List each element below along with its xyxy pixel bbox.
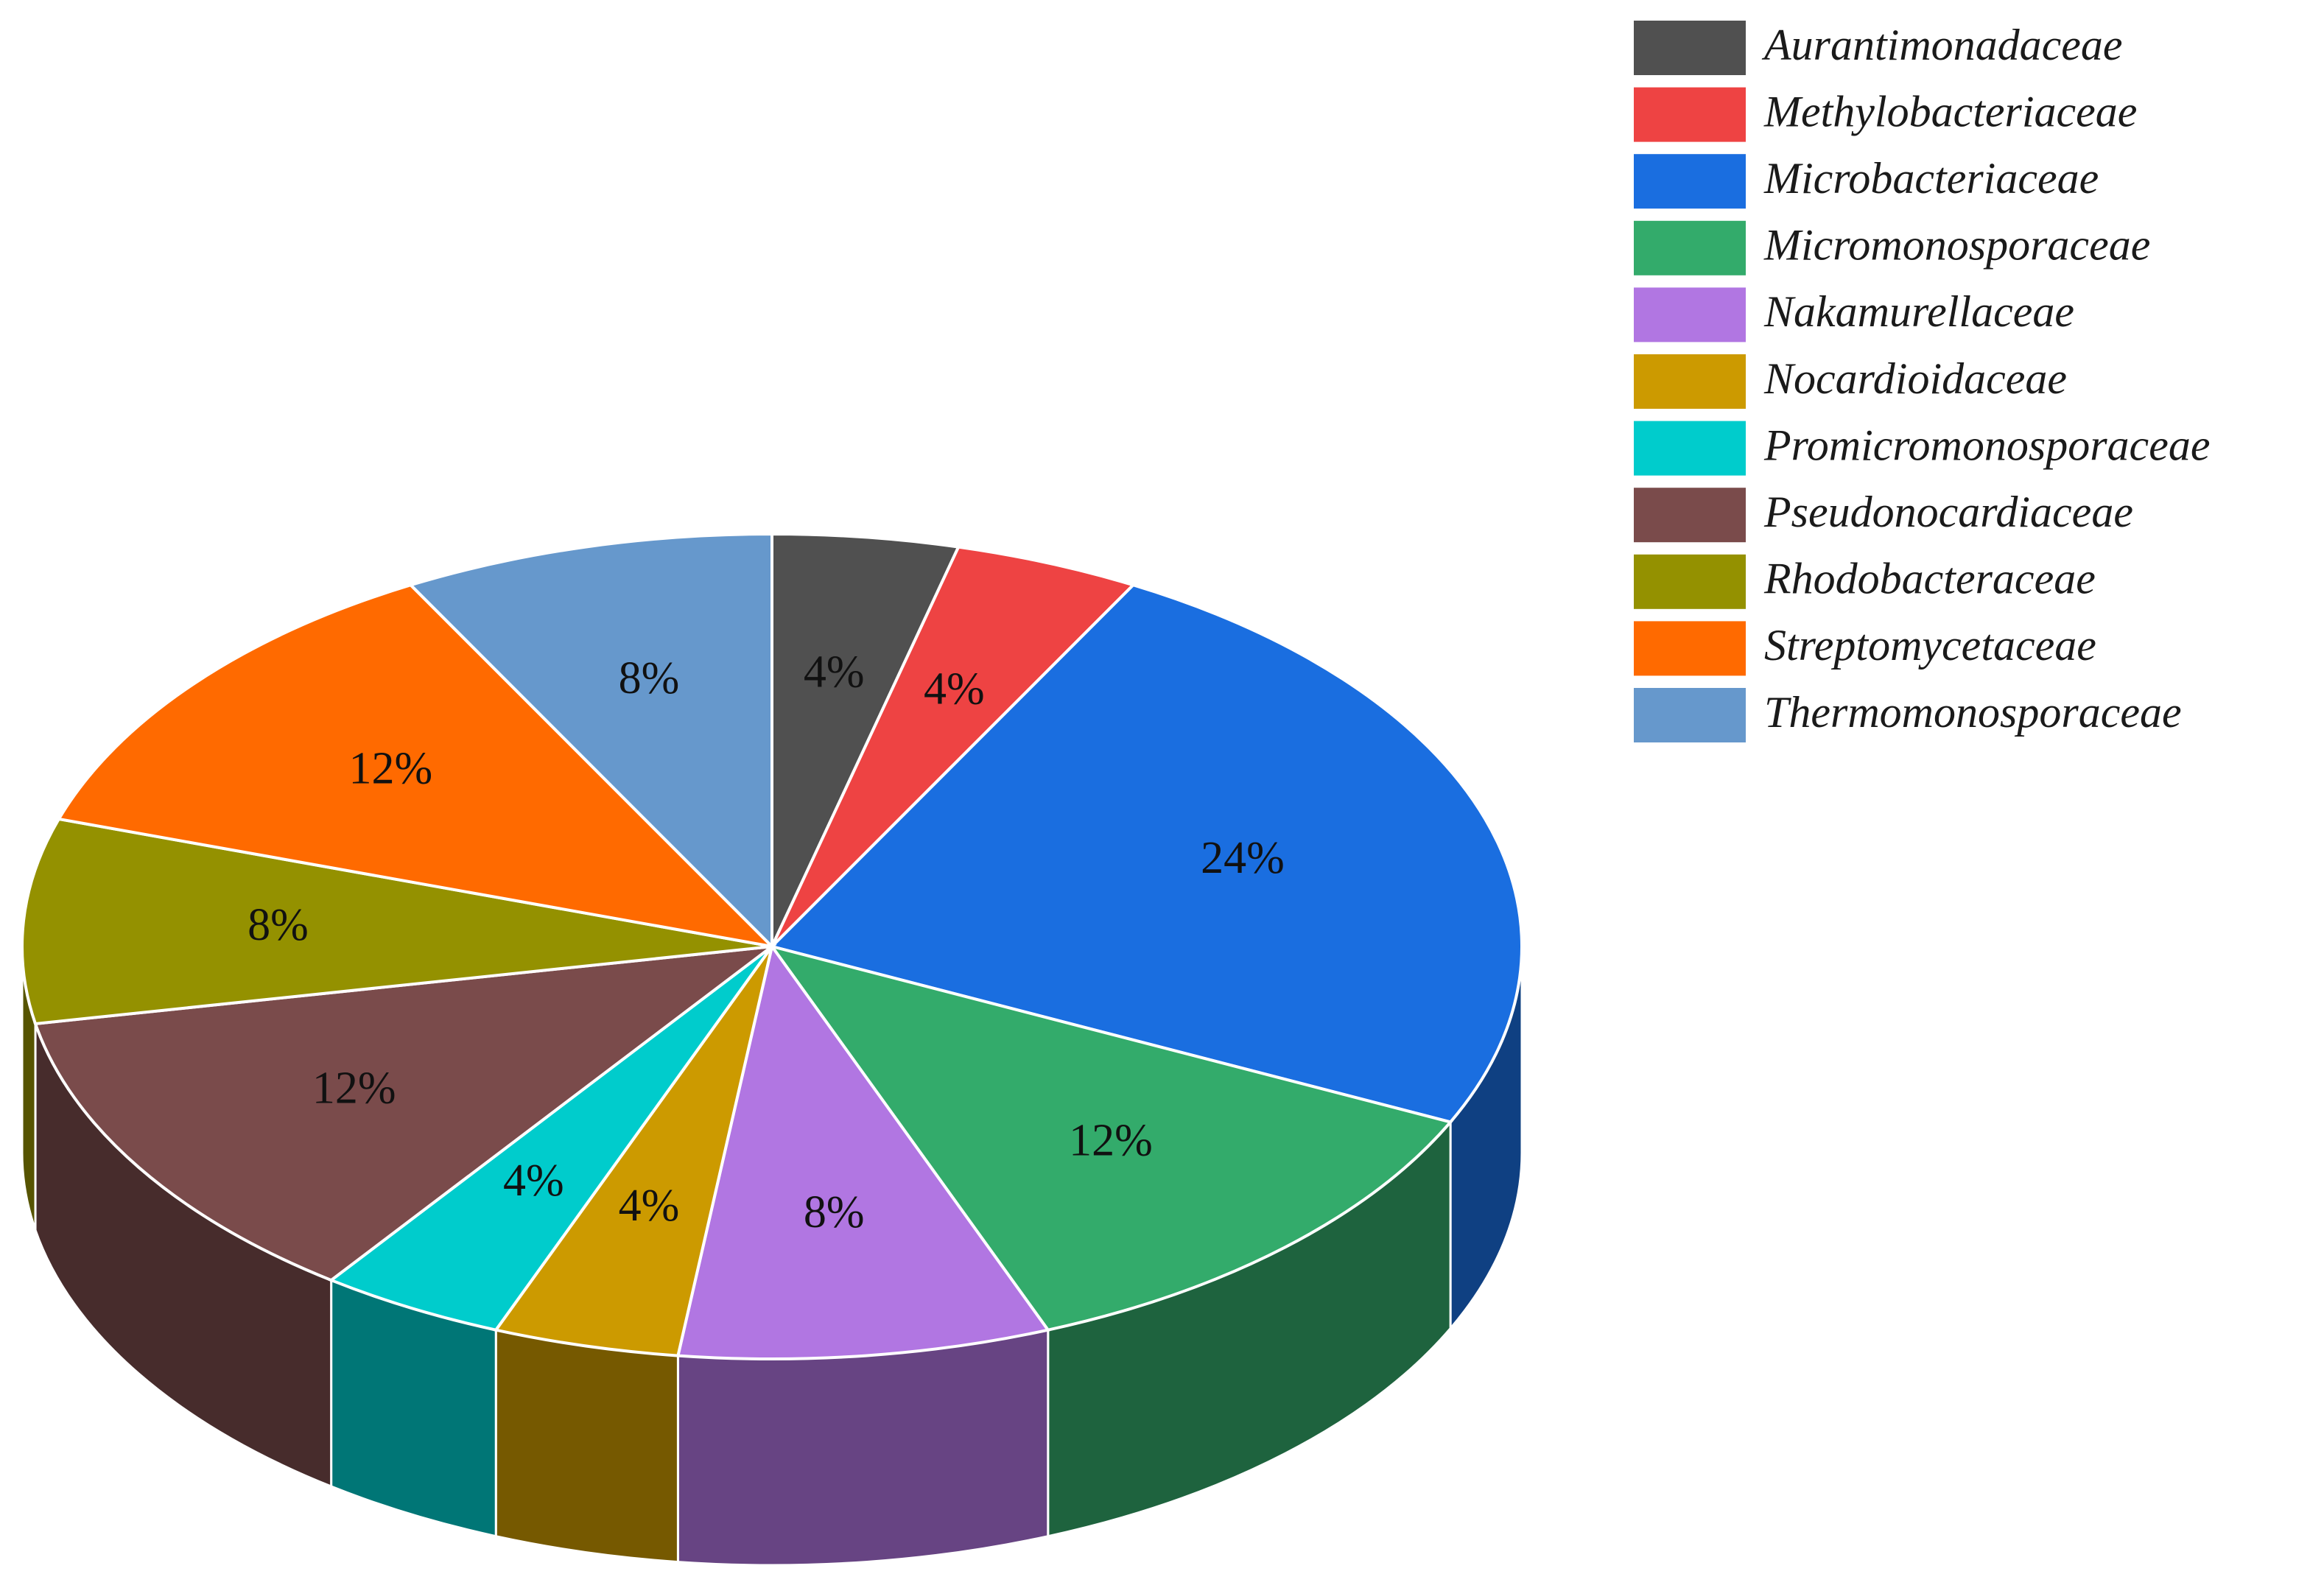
legend-swatch-methylobacteriaceae	[1634, 87, 1746, 142]
data-label-microbacteriaceae: 24%	[1201, 833, 1285, 883]
slice-nocardioidaceae	[493, 945, 773, 1357]
legend-label-promicromonosporaceae: Promicromonosporaceae	[1763, 421, 2210, 469]
legend-swatch-microbacteriaceae	[1634, 154, 1746, 209]
legend: Aurantimonadaceae Methylobacteriaceae Micr…	[1634, 21, 2210, 742]
data-label-micromonosporaceae: 12%	[1069, 1116, 1153, 1166]
legend-swatch-micromonosporaceae	[1634, 220, 1746, 275]
slice-thermomonosporaceae	[407, 532, 773, 950]
legend-label-thermomonosporaceae: Thermomonosporaceae	[1764, 688, 2182, 737]
side-nakamurellaceae	[676, 1328, 1050, 1567]
slice-streptomycetaceae	[56, 583, 776, 949]
slice-promicromonosporaceae	[328, 945, 773, 1332]
legend-label-methylobacteriaceae: Methylobacteriaceae	[1763, 87, 2137, 136]
legend-swatch-thermomonosporaceae	[1634, 688, 1746, 742]
legend-swatch-streptomycetaceae	[1634, 621, 1746, 676]
legend-label-pseudonocardiaceae: Pseudonocardiaceae	[1763, 488, 2133, 536]
data-label-pseudonocardiaceae: 12%	[312, 1063, 396, 1113]
data-label-aurantimonadaceae: 4%	[804, 647, 865, 698]
data-label-streptomycetaceae: 12%	[348, 744, 432, 794]
legend-label-nakamurellaceae: Nakamurellaceae	[1763, 287, 2074, 336]
legend-label-micromonosporaceae: Micromonosporaceae	[1763, 221, 2150, 270]
pie-top	[21, 532, 1523, 1360]
slice-rhodobacteraceae	[21, 817, 773, 1026]
legend-swatch-pseudonocardiaceae	[1634, 488, 1746, 543]
slice-microbacteriaceae	[769, 583, 1523, 1124]
legend-label-nocardioidaceae: Nocardioidaceae	[1763, 354, 2067, 403]
data-label-rhodobacteraceae: 8%	[248, 900, 309, 950]
legend-label-rhodobacteraceae: Rhodobacteraceae	[1763, 555, 2096, 603]
legend-swatch-aurantimonadaceae	[1634, 21, 1746, 75]
legend-swatch-rhodobacteraceae	[1634, 554, 1746, 609]
legend-label-streptomycetaceae: Streptomycetaceae	[1764, 621, 2096, 670]
slice-pseudonocardiaceae	[33, 944, 777, 1282]
side-nocardioidaceae	[494, 1328, 679, 1564]
slice-micromonosporaceae	[768, 944, 1453, 1332]
data-label-nakamurellaceae: 8%	[804, 1187, 865, 1237]
pie-sides	[21, 946, 1523, 1567]
slice-methylobacteriaceae	[770, 545, 1137, 948]
legend-swatch-nakamurellaceae	[1634, 287, 1746, 342]
legend-label-microbacteriaceae: Microbacteriaceae	[1763, 154, 2099, 203]
legend-swatch-promicromonosporaceae	[1634, 421, 1746, 476]
legend-swatch-nocardioidaceae	[1634, 354, 1746, 409]
slice-nakamurellaceae	[675, 943, 1051, 1360]
data-label-nocardioidaceae: 4%	[619, 1181, 680, 1231]
legend-label-aurantimonadaceae: Aurantimonadaceae	[1761, 21, 2123, 69]
data-label-thermomonosporaceae: 8%	[619, 653, 680, 703]
pie-labels: 4% 4% 24% 12% 8% 4% 4% 12% 8% 12% 8%	[248, 647, 1285, 1237]
data-label-promicromonosporaceae: 4%	[503, 1156, 564, 1206]
data-label-methylobacteriaceae: 4%	[924, 664, 985, 714]
